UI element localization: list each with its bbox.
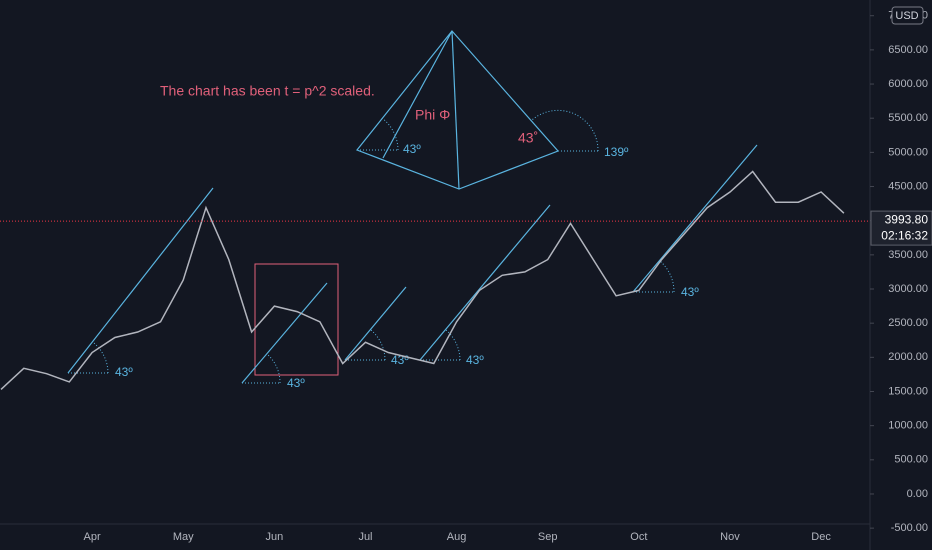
x-tick-label: Nov — [720, 531, 740, 543]
pyramid-edge — [382, 30, 453, 159]
y-tick-label: 3500.00 — [888, 249, 928, 261]
angle-arc — [531, 109, 599, 152]
trendline — [67, 187, 214, 374]
annotation: 43º — [681, 285, 699, 299]
y-tick-label: 5000.00 — [888, 146, 928, 158]
y-tick-label: 0.00 — [907, 488, 928, 500]
x-tick-label: Aug — [447, 531, 467, 543]
y-tick-label: 500.00 — [894, 454, 928, 466]
y-tick-label: 2000.00 — [888, 351, 928, 363]
annotation: Phi Φ — [415, 107, 450, 123]
price-line — [0, 170, 845, 390]
pyramid-edge — [451, 30, 460, 190]
angle-arc — [381, 117, 399, 151]
y-tick-label: 1000.00 — [888, 420, 928, 432]
annotation: 43º — [466, 353, 484, 367]
x-tick-label: Jul — [358, 531, 372, 543]
annotation: 43º — [403, 142, 421, 156]
x-tick-label: May — [173, 531, 194, 543]
annotation: The chart has been t = p^2 scaled. — [160, 83, 375, 99]
annotation: 43º — [287, 376, 305, 390]
x-tick-label: Jun — [265, 531, 283, 543]
annotation: 43˚ — [518, 130, 538, 146]
x-tick-label: Sep — [538, 531, 558, 543]
y-tick-label: 2500.00 — [888, 317, 928, 329]
annotation: 43º — [115, 365, 133, 379]
currency-label: USD — [895, 10, 918, 22]
currency-badge — [891, 6, 924, 25]
last-price-label: 3993.80 — [885, 212, 929, 226]
y-tick-label: 6000.00 — [888, 78, 928, 90]
y-tick-label: 5500.00 — [888, 112, 928, 124]
y-tick-label: 4500.00 — [888, 180, 928, 192]
angle-arc — [266, 353, 281, 384]
y-tick-label: 3000.00 — [888, 283, 928, 295]
x-tick-label: Apr — [84, 531, 101, 543]
drawings — [67, 30, 758, 384]
y-tick-label: 6500.00 — [888, 44, 928, 56]
price-label-box — [870, 210, 932, 246]
y-tick-label: -500.00 — [891, 522, 928, 534]
trendline — [241, 282, 328, 384]
trendline — [344, 286, 407, 361]
trendline — [419, 204, 551, 361]
trendline — [632, 144, 758, 293]
countdown-label: 02:16:32 — [881, 228, 928, 242]
x-tick-label: Oct — [630, 531, 647, 543]
y-tick-label: 1500.00 — [888, 385, 928, 397]
box — [254, 263, 339, 376]
x-tick-label: Dec — [811, 531, 831, 543]
annotation: 139º — [604, 145, 629, 159]
